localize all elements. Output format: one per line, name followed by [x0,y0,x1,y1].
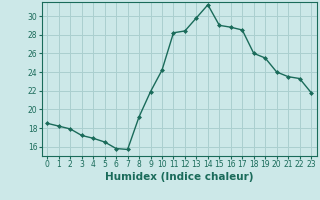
X-axis label: Humidex (Indice chaleur): Humidex (Indice chaleur) [105,172,253,182]
